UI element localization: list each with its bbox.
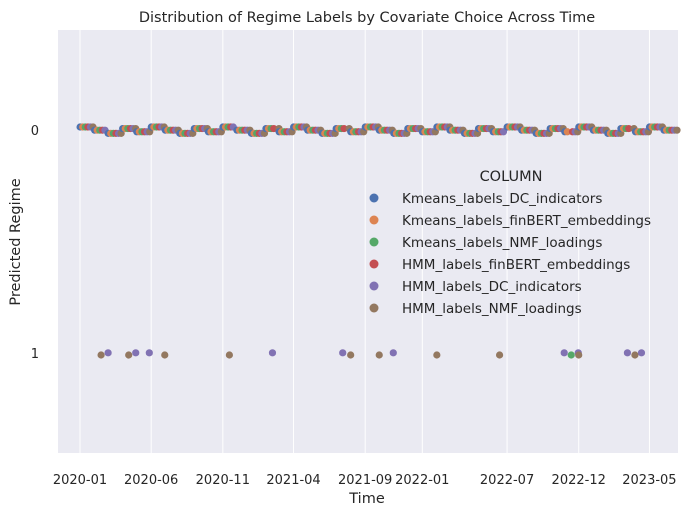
gridlines — [79, 30, 650, 453]
data-point-regime-1 — [495, 351, 504, 359]
legend-label: HMM_labels_NMF_loadings — [402, 301, 582, 317]
legend-marker — [369, 303, 379, 313]
data-point-regime-1 — [560, 349, 568, 357]
legend-label: HMM_labels_finBERT_embeddings — [402, 257, 630, 273]
data-point-regime-1 — [623, 349, 632, 357]
legend-label: HMM_labels_DC_indicators — [402, 279, 582, 295]
legend-marker — [369, 281, 379, 291]
legend-marker — [369, 215, 379, 225]
data-point-regime-1 — [433, 351, 441, 359]
data-point-regime-1 — [125, 351, 133, 359]
data-point-regime-1 — [132, 349, 140, 357]
data-point-regime-1 — [575, 351, 583, 359]
data-point-regime-1 — [567, 351, 575, 359]
chart-title: Distribution of Regime Labels by Covaria… — [139, 10, 595, 26]
y-axis-label: Predicted Regime — [8, 178, 24, 305]
data-point-regime-1 — [104, 349, 112, 357]
legend-label: Kmeans_labels_DC_indicators — [402, 191, 602, 207]
x-tick-label: 2021-04 — [266, 473, 320, 488]
data-point-regime-1 — [145, 349, 153, 357]
plot-background — [58, 30, 678, 453]
x-tick-label: 2022-01 — [395, 473, 449, 488]
legend-marker — [369, 193, 379, 203]
legend: COLUMN Kmeans_labels_DC_indicators Kmeans… — [369, 169, 651, 317]
y-tick-label: 0 — [31, 124, 39, 139]
x-tick-label: 2020-06 — [124, 473, 178, 488]
data-point-regime-0 — [563, 128, 571, 136]
data-point-regime-1 — [339, 349, 347, 357]
data-point-regime-0 — [270, 124, 278, 133]
data-point-regime-1 — [225, 351, 233, 359]
data-point-regime-1 — [637, 349, 646, 357]
x-axis-label: Time — [348, 491, 385, 507]
legend-label: Kmeans_labels_finBERT_embeddings — [402, 213, 651, 229]
data-point-regime-0 — [625, 124, 633, 133]
legend-title: COLUMN — [480, 169, 543, 185]
y-tick-labels: 01 — [31, 124, 39, 362]
x-tick-label: 2020-01 — [53, 473, 107, 488]
x-tick-label: 2022-07 — [480, 473, 534, 488]
data-point-regime-1 — [161, 351, 169, 359]
x-tick-label: 2020-11 — [196, 473, 250, 488]
data-point-regime-1 — [268, 349, 277, 357]
x-tick-label: 2021-09 — [338, 473, 392, 488]
data-points — [76, 123, 681, 359]
legend-marker — [369, 259, 379, 269]
data-point-regime-0 — [340, 124, 348, 133]
data-point-regime-1 — [97, 351, 105, 359]
legend-label: Kmeans_labels_NMF_loadings — [402, 235, 602, 251]
y-tick-label: 1 — [31, 347, 39, 362]
data-point-regime-1 — [389, 349, 397, 357]
data-point-regime-1 — [631, 351, 639, 359]
data-point-regime-1 — [347, 351, 355, 359]
x-tick-labels: 2020-01 2020-06 2020-11 2021-04 2021-09 2022-… — [53, 473, 677, 488]
data-point-regime-1 — [375, 351, 383, 359]
x-tick-label: 2022-12 — [552, 473, 606, 488]
legend-marker — [369, 237, 379, 247]
data-point-regime-0 — [673, 126, 681, 134]
x-tick-label: 2023-05 — [622, 473, 676, 488]
